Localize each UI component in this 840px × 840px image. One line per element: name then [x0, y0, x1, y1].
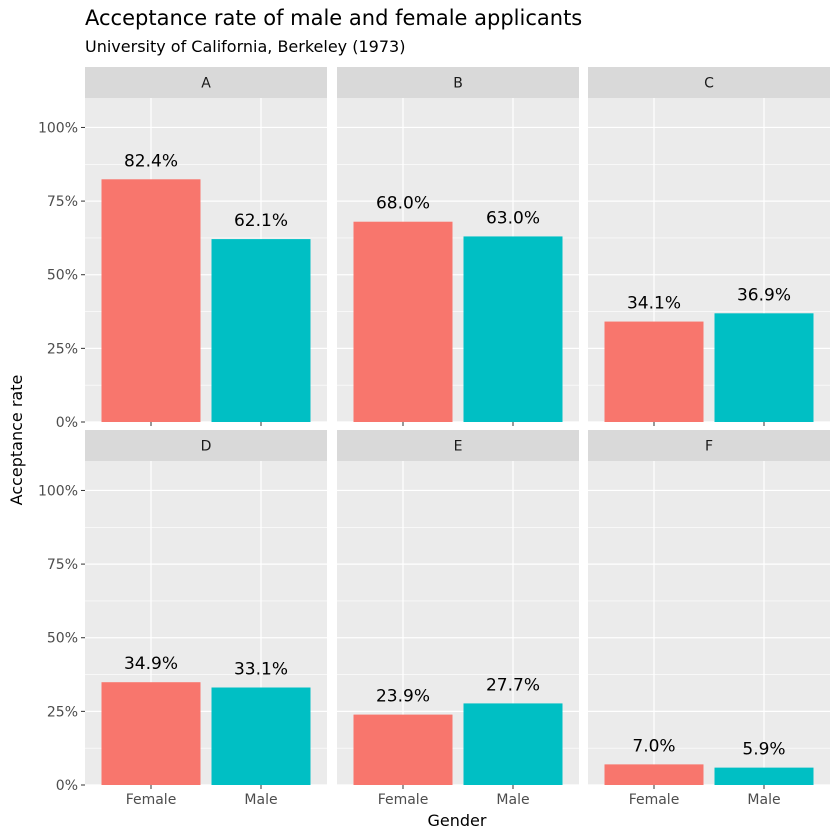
- x-tick-label: Female: [378, 792, 429, 808]
- bar-a-female: [101, 179, 201, 422]
- x-tick-label: Male: [747, 792, 780, 808]
- y-axis-title: Acceptance rate: [7, 375, 26, 506]
- chart-subtitle: University of California, Berkeley (1973…: [85, 37, 405, 56]
- facet-strip: [85, 430, 327, 461]
- bar-f-female: [604, 764, 704, 785]
- data-label: 34.1%: [627, 294, 681, 314]
- bar-d-female: [101, 682, 201, 785]
- facet-strip: [588, 430, 830, 461]
- y-tick-label: 0%: [56, 415, 78, 431]
- facet-panel-e: E 23.9% 27.7% Female Male: [337, 430, 579, 808]
- facet-strip-label: D: [201, 439, 212, 455]
- data-label: 82.4%: [124, 151, 178, 171]
- y-tick-label: 0%: [56, 778, 78, 794]
- bar-c-female: [604, 321, 704, 422]
- bar-a-male: [211, 239, 311, 422]
- data-label: 63.0%: [486, 208, 540, 228]
- bar-f-male: [714, 767, 814, 785]
- data-label: 7.0%: [632, 736, 675, 756]
- facet-strip: [588, 67, 830, 98]
- x-tick-label: Male: [244, 792, 277, 808]
- data-label: 62.1%: [234, 211, 288, 231]
- facet-panel-b: B 68.0% 63.0%: [337, 67, 579, 426]
- chart-title: Acceptance rate of male and female appli…: [85, 6, 582, 30]
- x-axis-title: Gender: [428, 811, 487, 830]
- data-label: 36.9%: [737, 285, 791, 305]
- bar-c-male: [714, 313, 814, 422]
- data-label: 34.9%: [124, 654, 178, 674]
- y-tick-label: 50%: [47, 631, 78, 647]
- bar-e-male: [463, 703, 563, 785]
- bar-b-male: [463, 236, 563, 422]
- facet-strip-label: B: [453, 76, 463, 92]
- facet-strip: [337, 430, 579, 461]
- y-tick-label: 100%: [38, 120, 78, 136]
- bar-d-male: [211, 687, 311, 785]
- facet-strip-label: E: [454, 439, 463, 455]
- y-tick-label: 75%: [47, 194, 78, 210]
- facet-panel-f: F 7.0% 5.9% Female Male: [588, 430, 830, 808]
- y-tick-label: 25%: [47, 341, 78, 357]
- data-label: 5.9%: [742, 740, 785, 760]
- data-label: 68.0%: [376, 194, 430, 214]
- y-tick-label: 25%: [47, 704, 78, 720]
- facet-strip-label: F: [705, 439, 713, 455]
- facet-strip-label: A: [201, 76, 211, 92]
- y-tick-label: 100%: [38, 483, 78, 499]
- facet-panel-a: A 82.4% 62.1% 0% 25% 50% 75% 100%: [38, 67, 327, 431]
- y-tick-label: 50%: [47, 268, 78, 284]
- facet-strip: [337, 67, 579, 98]
- panel-background: [588, 461, 830, 785]
- data-label: 23.9%: [376, 687, 430, 707]
- bar-b-female: [353, 221, 453, 422]
- data-label: 27.7%: [486, 675, 540, 695]
- facet-strip-label: C: [704, 76, 714, 92]
- facet-panels: A 82.4% 62.1% 0% 25% 50% 75% 100% B 68.0% 63.0% C 34…: [38, 67, 830, 808]
- facet-panel-c: C 34.1% 36.9%: [588, 67, 830, 426]
- x-tick-label: Female: [629, 792, 680, 808]
- facet-panel-d: D 34.9% 33.1% 0% 25% 50% 75% 100% Female Male: [38, 430, 327, 808]
- data-label: 33.1%: [234, 660, 288, 680]
- x-tick-label: Female: [126, 792, 177, 808]
- x-tick-label: Male: [496, 792, 529, 808]
- y-tick-label: 75%: [47, 557, 78, 573]
- bar-e-female: [353, 714, 453, 785]
- facet-strip: [85, 67, 327, 98]
